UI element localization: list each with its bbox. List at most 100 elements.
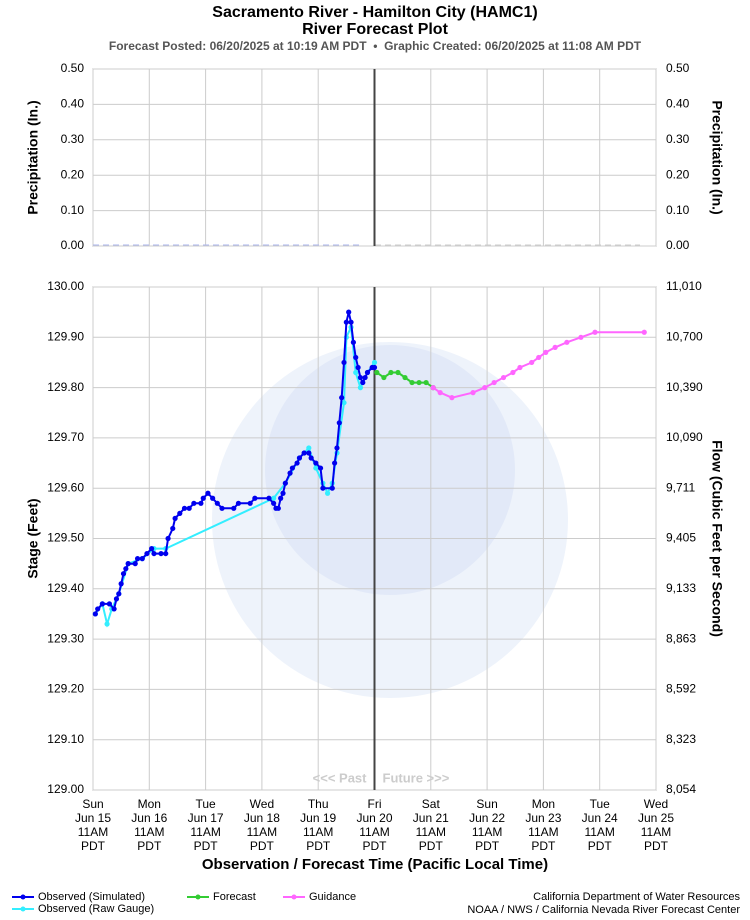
y-tick-label: 0.00 bbox=[61, 238, 85, 252]
x-tick-label: PDT bbox=[250, 839, 275, 853]
x-tick-label: 11AM bbox=[472, 825, 502, 839]
y-tick-label: 0.10 bbox=[61, 203, 85, 217]
data-point bbox=[151, 550, 157, 557]
data-point bbox=[353, 369, 359, 376]
y2-tick-label: 0.50 bbox=[666, 61, 690, 75]
x-tick-label: Mon bbox=[532, 797, 555, 811]
data-point bbox=[134, 556, 141, 562]
data-point bbox=[104, 621, 110, 627]
data-point bbox=[500, 374, 507, 381]
data-point bbox=[536, 354, 542, 361]
data-point bbox=[341, 400, 347, 406]
data-point bbox=[348, 319, 354, 325]
data-point bbox=[313, 460, 319, 466]
legend-label: Guidance bbox=[309, 891, 356, 903]
data-point bbox=[578, 334, 584, 340]
x-tick-label: 11AM bbox=[584, 825, 614, 839]
legend-swatch bbox=[195, 894, 201, 900]
x-tick-label: 11AM bbox=[78, 825, 108, 839]
data-point bbox=[357, 374, 364, 381]
data-point bbox=[120, 571, 127, 577]
x-tick-label: 11AM bbox=[359, 825, 389, 839]
x-tick-label: PDT bbox=[531, 839, 556, 853]
data-point bbox=[353, 354, 359, 361]
x-tick-label: 11AM bbox=[190, 825, 220, 839]
data-point bbox=[301, 450, 307, 456]
data-point bbox=[149, 545, 155, 552]
x-tick-label: 11AM bbox=[528, 825, 558, 839]
y2-tick-label: 11,010 bbox=[666, 279, 702, 293]
data-point bbox=[317, 465, 324, 471]
data-point bbox=[271, 500, 277, 506]
y-tick-label: 129.10 bbox=[47, 732, 84, 746]
data-point bbox=[200, 495, 206, 501]
x-tick-label: 11AM bbox=[134, 825, 164, 839]
watermark bbox=[265, 345, 515, 595]
data-point bbox=[423, 379, 429, 386]
data-point bbox=[231, 505, 237, 511]
data-point bbox=[198, 500, 204, 506]
y-tick-label: 0.30 bbox=[61, 132, 85, 146]
data-point bbox=[552, 344, 558, 350]
x-tick-label: Jun 25 bbox=[638, 811, 674, 825]
x-tick-label: Jun 20 bbox=[356, 811, 392, 825]
x-tick-label: PDT bbox=[137, 839, 162, 853]
credit: NOAA / NWS / California Nevada River For… bbox=[467, 904, 740, 916]
x-tick-label: Jun 23 bbox=[525, 811, 561, 825]
data-point bbox=[118, 581, 124, 587]
x-tick-label: PDT bbox=[194, 839, 219, 853]
data-point bbox=[205, 490, 211, 496]
x-tick-label: Mon bbox=[138, 797, 161, 811]
data-point bbox=[308, 455, 314, 461]
annotation: <<< Past bbox=[313, 770, 368, 785]
y-tick-label: 129.90 bbox=[47, 329, 84, 343]
x-tick-label: Jun 18 bbox=[244, 811, 280, 825]
y-axis-title: Precipitation (In.) bbox=[25, 100, 41, 214]
data-point bbox=[355, 364, 361, 371]
legend-label: Forecast bbox=[213, 891, 256, 903]
x-tick-label: PDT bbox=[475, 839, 500, 853]
data-point bbox=[296, 455, 303, 461]
subtitle: River Forecast Plot bbox=[302, 21, 449, 38]
x-tick-label: 11AM bbox=[416, 825, 446, 839]
y2-tick-label: 9,405 bbox=[666, 531, 696, 545]
data-point bbox=[350, 339, 356, 345]
data-point bbox=[294, 460, 300, 466]
data-point bbox=[491, 379, 497, 386]
data-point bbox=[247, 500, 253, 506]
x-tick-label: 11AM bbox=[247, 825, 277, 839]
x-tick-label: Fri bbox=[368, 797, 382, 811]
y-tick-label: 129.80 bbox=[47, 380, 84, 394]
data-point bbox=[282, 480, 288, 486]
y2-tick-label: 8,592 bbox=[666, 682, 696, 696]
data-point bbox=[144, 550, 150, 557]
data-point bbox=[210, 495, 216, 501]
y2-tick-label: 10,700 bbox=[666, 329, 703, 343]
data-point bbox=[158, 550, 164, 557]
data-point bbox=[324, 490, 331, 496]
data-point bbox=[252, 495, 258, 501]
data-point bbox=[510, 369, 516, 376]
legend-swatch bbox=[20, 894, 26, 900]
legend-swatch bbox=[291, 894, 297, 900]
data-point bbox=[170, 525, 176, 532]
data-point bbox=[346, 309, 352, 315]
data-point bbox=[529, 359, 535, 366]
y2-tick-label: 10,090 bbox=[666, 430, 703, 444]
data-point bbox=[177, 510, 183, 516]
y2-tick-label: 0.00 bbox=[666, 238, 690, 252]
data-point bbox=[306, 450, 312, 456]
credit: California Department of Water Resources bbox=[533, 891, 740, 903]
y-tick-label: 129.70 bbox=[47, 430, 84, 444]
data-point bbox=[181, 505, 188, 511]
y2-tick-label: 0.40 bbox=[666, 97, 690, 111]
data-point bbox=[339, 395, 345, 401]
x-tick-label: Jun 21 bbox=[413, 811, 449, 825]
x-tick-label: Wed bbox=[644, 797, 668, 811]
y-axis-title: Stage (Feet) bbox=[25, 498, 41, 578]
data-point bbox=[111, 606, 117, 612]
x-tick-label: Wed bbox=[250, 797, 274, 811]
data-point bbox=[235, 500, 242, 506]
data-point bbox=[139, 556, 145, 562]
